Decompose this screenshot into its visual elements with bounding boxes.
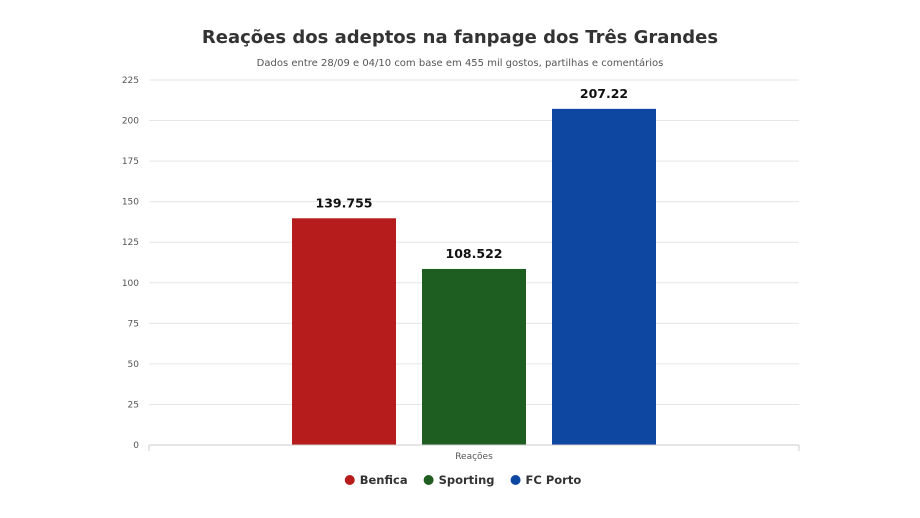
bar-sporting (422, 268, 526, 445)
y-tick-label: 25 (128, 400, 139, 410)
grid-lines (149, 79, 799, 405)
data-label: 108.522 (446, 246, 503, 261)
y-tick-label: 225 (122, 76, 139, 86)
data-label: 139.755 (316, 195, 373, 210)
data-labels: 139.755 108.522 207.22 (316, 86, 629, 261)
legend-marker-sporting (423, 475, 434, 485)
chart-subtitle: Dados entre 28/09 e 04/10 com base em 45… (257, 57, 664, 69)
y-tick-label: 200 (122, 117, 139, 127)
y-tick-label: 0 (133, 441, 139, 451)
legend-label-sporting[interactable]: Sporting (439, 473, 495, 487)
chart-title: Reações dos adeptos na fanpage dos Três … (202, 27, 718, 48)
legend-marker-benfica (344, 475, 355, 485)
y-tick-label: 50 (128, 360, 140, 370)
legend-label-fc-porto[interactable]: FC Porto (526, 473, 582, 487)
y-tick-label: 125 (122, 238, 139, 248)
y-axis-tick-labels: 0 25 50 75 100 125 150 175 200 225 (122, 76, 139, 451)
data-label: 207.22 (580, 86, 628, 101)
y-tick-label: 75 (128, 319, 139, 329)
bars (292, 108, 656, 445)
bar-benfica (292, 218, 396, 445)
x-category-label: Reações (455, 452, 493, 462)
legend-marker-fc-porto (510, 475, 521, 485)
y-tick-label: 100 (122, 279, 139, 289)
bar-fc-porto (552, 108, 656, 445)
legend: Benfica Sporting FC Porto (344, 473, 582, 487)
y-tick-label: 175 (122, 157, 139, 167)
legend-label-benfica[interactable]: Benfica (360, 473, 408, 487)
y-tick-label: 150 (122, 198, 139, 208)
